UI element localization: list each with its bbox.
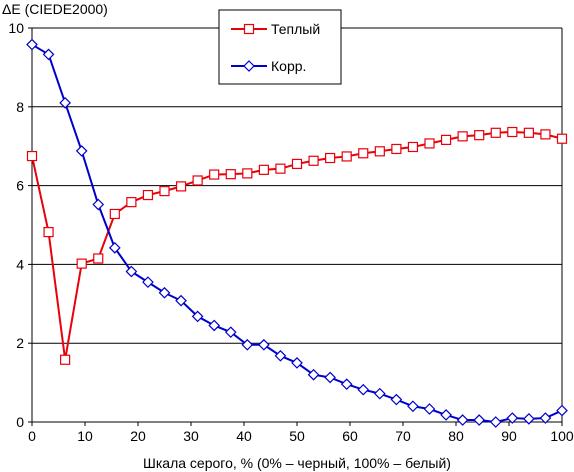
series-1-point [43,226,54,238]
series-2-point [191,310,204,323]
series-2-point [42,48,55,61]
series-2-point [125,265,138,278]
series-2-point [473,414,486,426]
series-1-point [291,158,303,170]
series-2 [26,38,568,428]
series-2-point [407,400,419,413]
series-2-point [241,338,254,351]
series-1-point [76,258,87,269]
series-1-point [358,148,369,159]
x-tick-label-70: 70 [395,428,411,444]
x-tick-label-0: 0 [28,428,36,444]
series-1-point [308,155,319,166]
y-axis-ticks: 0 2 4 6 8 10 [8,20,32,430]
series-2-point [92,198,105,211]
series-2-point [75,145,88,157]
series-1-point [93,253,104,264]
series-1-point [126,197,137,208]
series-1-point [556,133,568,144]
series-1-point [341,151,352,162]
series-1-point [209,169,220,180]
series-2-point [506,412,519,424]
series-1-point [440,134,452,145]
series-2-point [390,393,403,406]
series-1-point [391,143,402,155]
legend-marker-2 [243,60,255,72]
series-1-point [507,126,518,138]
series-1-point [109,208,120,220]
series-2-point [224,326,237,339]
y-tick-label-8: 8 [16,99,24,115]
series-2-point [423,403,436,415]
series-2-point [523,412,535,425]
series-1-point [242,168,253,179]
series-2-point [307,368,320,381]
series-1-point [192,175,203,186]
series-2-point [456,414,469,426]
x-tick-label-50: 50 [289,428,305,444]
x-axis-ticks: 0 10 20 30 40 50 60 70 80 90 100 [28,422,574,444]
series-1-point [424,138,435,149]
series-2-point [175,294,187,307]
series-1-point [60,354,71,365]
series-2-point [258,338,270,351]
x-tick-label-10: 10 [77,428,93,444]
x-tick-label-80: 80 [448,428,464,444]
y-tick-label-6: 6 [16,178,24,194]
legend-label-1: Теплый [271,21,320,37]
x-tick-label-20: 20 [130,428,146,444]
y-tick-label-4: 4 [16,256,24,272]
series-2-point [539,412,552,424]
series-2-point [142,276,154,288]
series-1-point [159,186,170,197]
x-tick-label-30: 30 [183,428,199,444]
series-1-point [457,131,468,142]
x-tick-label-90: 90 [501,428,517,444]
series-1 [26,126,568,365]
series-2-point [274,349,287,362]
legend: Теплый Корр. [218,9,342,85]
x-axis-title: Шкала серого, % (0% – черный, 100% – бел… [143,455,451,471]
legend-box [218,9,342,85]
series-1-point [175,181,187,192]
series-1-point [374,146,385,157]
series-1-point [474,130,485,141]
y-tick-label-0: 0 [16,414,24,430]
series-2-point [556,404,568,417]
series-1-point [275,163,286,174]
series-1-point [407,141,419,153]
series-2-point [373,387,386,400]
y-tick-label-10: 10 [8,20,24,36]
series-2-point [340,378,353,391]
x-tick-label-60: 60 [342,428,358,444]
series-1-point [26,150,38,162]
series-1-point [142,189,154,201]
series-1-point [325,152,336,164]
series-1-point [490,127,501,138]
series-2-point [26,38,38,51]
series-2-point [208,319,221,332]
series-2-point [291,357,303,369]
series-2-point [324,371,336,384]
series-1-point [258,164,269,175]
y-axis-title: ΔE (CIEDE2000) [2,1,108,17]
series-2-point [158,286,171,299]
legend-marker-1 [243,23,255,35]
x-tick-label-100: 100 [550,428,574,444]
series-2-point [440,409,452,421]
series-2-point [108,242,121,254]
series-layer [26,38,568,428]
series-2-point [489,416,502,428]
x-tick-label-40: 40 [236,428,252,444]
series-1-point [523,127,534,138]
series-2-point [357,383,370,396]
legend-label-2: Корр. [271,58,306,74]
series-1-point [540,129,551,140]
legend-items: Теплый Корр. [231,21,320,74]
series-1-point [225,169,236,180]
series-2-point [59,97,71,109]
y-tick-label-2: 2 [16,335,24,351]
